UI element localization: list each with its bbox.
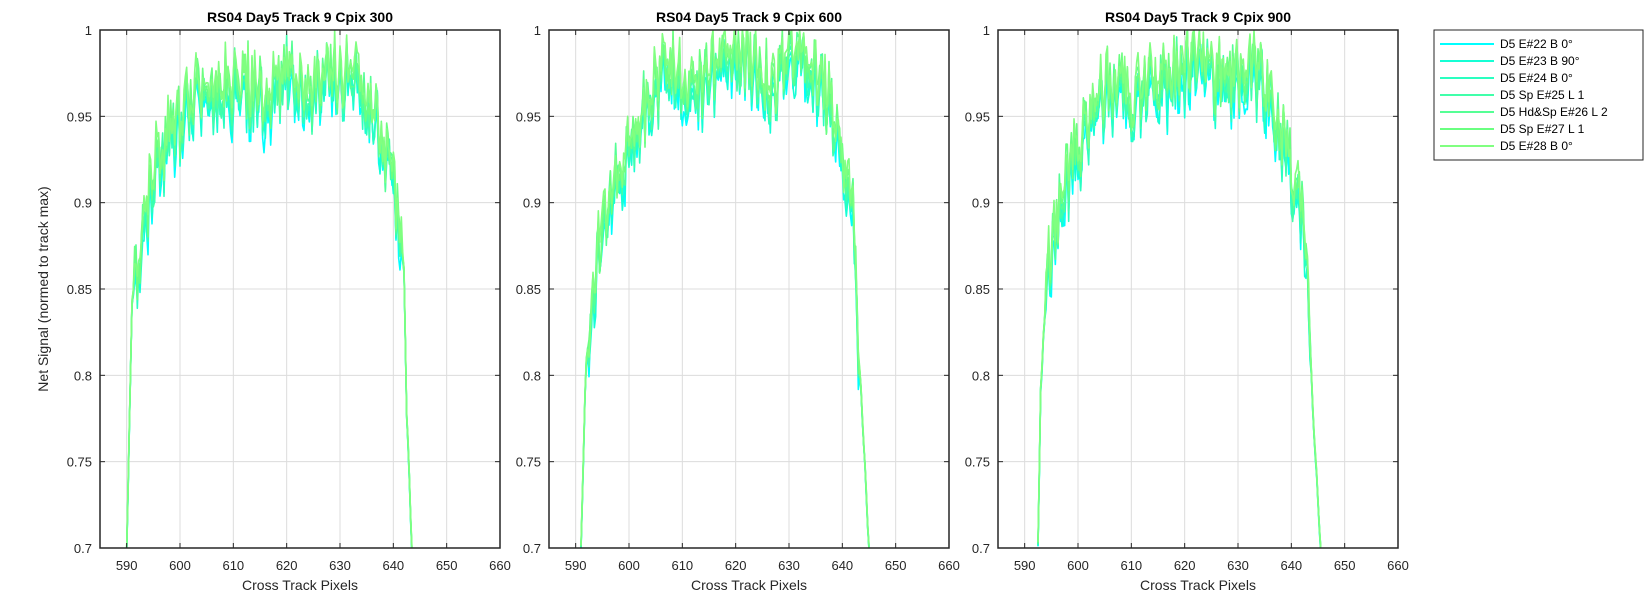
x-axis-label: Cross Track Pixels (691, 577, 807, 593)
x-tick-label: 590 (116, 558, 138, 573)
y-tick-label: 1 (983, 23, 990, 38)
legend-label: D5 Sp E#25 L 1 (1500, 88, 1585, 102)
x-tick-label: 600 (1067, 558, 1089, 573)
x-tick-label: 650 (885, 558, 907, 573)
chart-title: RS04 Day5 Track 9 Cpix 300 (207, 9, 393, 25)
x-tick-label: 660 (1387, 558, 1409, 573)
x-tick-label: 590 (1014, 558, 1036, 573)
y-tick-label: 0.95 (965, 109, 990, 124)
x-tick-label: 620 (1174, 558, 1196, 573)
y-tick-label: 0.75 (516, 455, 541, 470)
legend: D5 E#22 B 0° D5 E#23 B 90° D5 E#24 B 0° D5 … (1433, 29, 1644, 161)
x-tick-label: 630 (329, 558, 351, 573)
series-line (125, 30, 413, 548)
x-tick-label: 610 (222, 558, 244, 573)
chart-title: RS04 Day5 Track 9 Cpix 600 (656, 9, 842, 25)
x-tick-label: 610 (1120, 558, 1142, 573)
chart-panel-2: 590 600 610 620 630 640 650 660 0.7 0.75 0.8 0.85 0.… (516, 9, 960, 593)
x-axis-label: Cross Track Pixels (242, 577, 358, 593)
y-tick-label: 0.9 (74, 196, 92, 211)
series-line (580, 30, 870, 546)
y-tick-label: 0.9 (972, 196, 990, 211)
y-tick-label: 0.7 (74, 541, 92, 556)
chart-panel-3: 590 600 610 620 630 640 650 660 0.7 0.75 0.8 0.85 0.… (965, 9, 1409, 593)
legend-label: D5 E#28 B 0° (1500, 139, 1573, 153)
y-tick-label: 0.7 (523, 541, 541, 556)
x-tick-label: 640 (382, 558, 404, 573)
y-tick-label: 0.9 (523, 196, 541, 211)
x-tick-label: 650 (1334, 558, 1356, 573)
y-tick-label: 0.8 (523, 368, 541, 383)
y-tick-label: 0.95 (516, 109, 541, 124)
legend-label: D5 Hd&Sp E#26 L 2 (1500, 105, 1608, 119)
legend-label: D5 E#22 B 0° (1500, 37, 1573, 51)
x-tick-label: 620 (276, 558, 298, 573)
x-axis-label: Cross Track Pixels (1140, 577, 1256, 593)
x-tick-label: 660 (938, 558, 960, 573)
y-tick-label: 0.7 (972, 541, 990, 556)
series-line (1037, 30, 1322, 548)
x-tick-label: 630 (778, 558, 800, 573)
x-tick-label: 590 (565, 558, 587, 573)
y-tick-label: 1 (534, 23, 541, 38)
x-tick-label: 650 (436, 558, 458, 573)
legend-label: D5 Sp E#27 L 1 (1500, 122, 1585, 136)
y-tick-label: 0.85 (67, 282, 92, 297)
y-tick-label: 0.85 (516, 282, 541, 297)
legend-label: D5 E#23 B 90° (1500, 54, 1580, 68)
legend-label: D5 E#24 B 0° (1500, 71, 1573, 85)
y-axis-label: Net Signal (normed to track max) (35, 186, 51, 391)
y-tick-label: 0.8 (972, 368, 990, 383)
x-tick-label: 630 (1227, 558, 1249, 573)
y-tick-label: 1 (85, 23, 92, 38)
x-tick-label: 640 (1280, 558, 1302, 573)
x-tick-label: 600 (618, 558, 640, 573)
y-tick-label: 0.8 (74, 368, 92, 383)
y-tick-label: 0.85 (965, 282, 990, 297)
x-tick-label: 660 (489, 558, 511, 573)
y-tick-label: 0.95 (67, 109, 92, 124)
y-tick-label: 0.75 (965, 455, 990, 470)
y-tick-label: 0.75 (67, 455, 92, 470)
x-tick-label: 600 (169, 558, 191, 573)
x-tick-label: 620 (725, 558, 747, 573)
chart-title: RS04 Day5 Track 9 Cpix 900 (1105, 9, 1291, 25)
x-tick-label: 610 (671, 558, 693, 573)
x-tick-label: 640 (831, 558, 853, 573)
chart-panel-1: 590 600 610 620 630 640 650 660 0.7 0.75 0.8 0.85 0.… (35, 9, 511, 593)
